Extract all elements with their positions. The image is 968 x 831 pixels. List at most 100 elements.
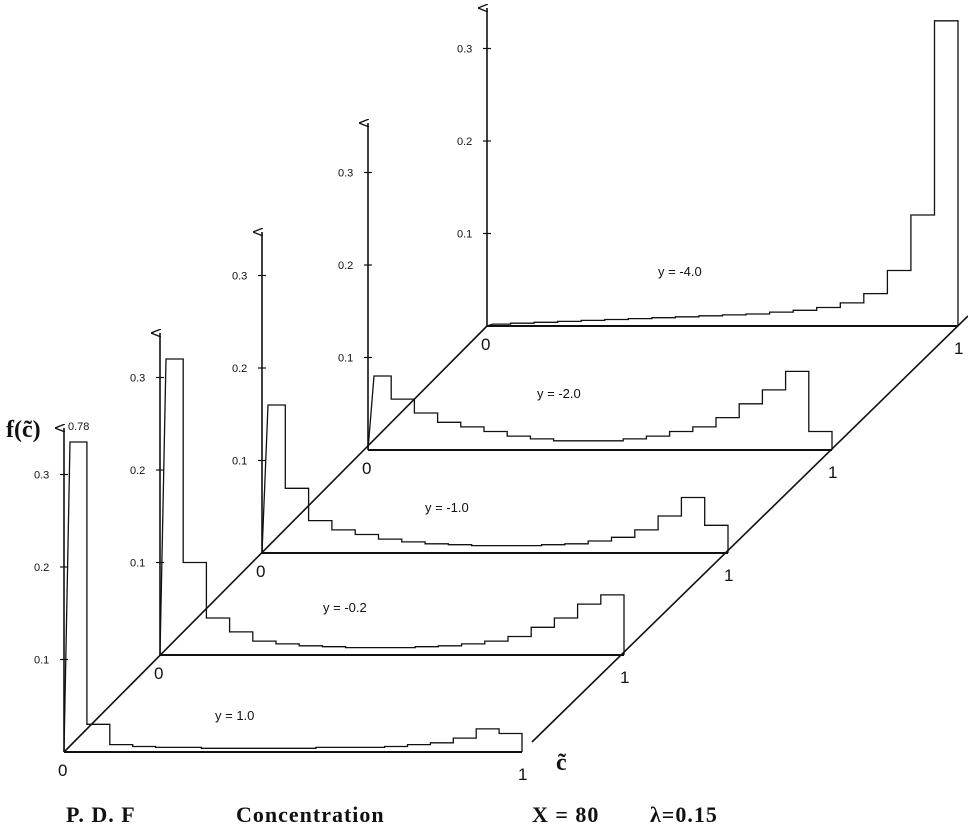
histogram-bin	[495, 546, 518, 553]
panel-series-label: y = 1.0	[215, 708, 254, 723]
y-tick-label: 0.3	[338, 168, 353, 180]
histogram-bin	[793, 310, 817, 326]
histogram-bin	[276, 644, 299, 655]
histogram-bin	[224, 748, 247, 752]
histogram-steps	[63, 441, 523, 753]
histogram-bin	[762, 390, 785, 450]
histogram-bin	[299, 646, 322, 655]
footer-quantity: Concentration	[236, 802, 385, 827]
histogram-bin	[652, 318, 676, 326]
histogram-bin	[600, 441, 623, 450]
histogram-bin	[499, 734, 522, 753]
histogram-bin	[355, 535, 378, 554]
histogram-bin	[628, 319, 652, 326]
histogram-bin	[635, 530, 658, 553]
y-tick-label: 0.3	[232, 271, 247, 283]
histogram-bin	[864, 294, 888, 326]
histogram-bin	[693, 427, 716, 450]
histogram-bin	[612, 537, 635, 553]
histogram-bin	[887, 271, 911, 327]
histogram-bin	[453, 738, 476, 752]
x-tick-label-1: 1	[620, 668, 629, 687]
panel-5: 0.1 0.2 0.3 0 1 y = -4.0	[457, 8, 963, 358]
panel-4: 0.1 0.2 0.3 0 1 y = -2.0	[338, 123, 837, 482]
footer-pdf: P. D. F	[66, 802, 136, 827]
y-tick-label: 0.2	[130, 465, 145, 477]
histogram-bin	[531, 627, 554, 655]
histogram-bin	[462, 644, 485, 655]
histogram-bin	[309, 521, 332, 553]
x-tick-label-0: 0	[362, 459, 371, 478]
y-tick-label: 0.2	[232, 363, 247, 375]
histogram-steps	[159, 358, 625, 656]
histogram-bin	[332, 530, 355, 553]
histogram-bin	[484, 432, 507, 451]
histogram-steps	[261, 404, 729, 554]
histogram-bin	[253, 641, 276, 655]
histogram-bin	[316, 747, 339, 752]
histogram-bin	[322, 647, 345, 655]
histogram-bin	[415, 647, 438, 655]
histogram-bin	[670, 432, 693, 451]
histogram-bin	[461, 427, 484, 450]
panel-series-label: y = -4.0	[658, 264, 702, 279]
panel-2: 0.1 0.2 0.3 0 1 y = -0.2	[130, 333, 629, 687]
footer-x-param: X = 80	[532, 802, 599, 827]
histogram-bin	[110, 745, 133, 752]
histogram-bin	[87, 724, 110, 752]
histogram-bin	[817, 308, 841, 327]
histogram-bin	[262, 405, 285, 553]
x-tick-label-1: 1	[724, 566, 733, 585]
histogram-bin	[530, 439, 553, 450]
histogram-bin	[160, 359, 183, 655]
histogram-bin	[385, 747, 408, 753]
histogram-bin	[699, 316, 723, 326]
histogram-bin	[346, 648, 369, 655]
histogram-bin	[935, 21, 959, 326]
panel-series-label: y = -1.0	[425, 500, 469, 515]
panel-series-label: y = -0.2	[323, 600, 367, 615]
histogram-bin	[179, 747, 202, 752]
histogram-bin	[425, 544, 448, 553]
histogram-bin	[285, 488, 308, 553]
histogram-bin	[605, 320, 629, 327]
y-tick-label: 0.1	[457, 229, 472, 241]
histogram-bin	[408, 745, 431, 752]
histogram-steps	[367, 370, 833, 451]
histogram-bin	[786, 371, 809, 450]
histogram-bin	[438, 422, 461, 450]
histogram-bin	[554, 441, 577, 450]
y-tick-label: 0.2	[457, 136, 472, 148]
x-tick-label-1: 1	[954, 339, 963, 358]
x-tick-label-0: 0	[58, 761, 67, 780]
y-tick-label: 0.2	[338, 260, 353, 272]
histogram-bin	[646, 436, 669, 450]
histogram-bin	[206, 618, 229, 655]
histogram-bin	[577, 441, 600, 450]
histogram-bin	[379, 539, 402, 553]
x-tick-label-1: 1	[518, 765, 527, 784]
histogram-bin	[601, 595, 624, 655]
depth-axis-c0	[63, 325, 488, 753]
histogram-bin	[518, 546, 541, 553]
histogram-bin	[507, 436, 530, 450]
histogram-bin	[293, 748, 316, 752]
panel-1: 0.1 0.2 0.3 0 1 0.78 y = 1.0	[34, 421, 527, 784]
histogram-bin	[476, 729, 499, 752]
histogram-bin	[362, 747, 385, 752]
y-tick-label: 0.1	[130, 558, 145, 570]
histogram-bin	[581, 320, 605, 326]
depth-axes	[63, 315, 968, 753]
histogram-bin	[369, 648, 392, 655]
histogram-bin	[770, 312, 794, 326]
footer-lambda-param: λ=0.15	[650, 802, 718, 827]
y-tick-label: 0.1	[232, 456, 247, 468]
histogram-bin	[392, 648, 415, 655]
y-tick-label: 0.1	[34, 655, 49, 667]
y-tick-label: 0.2	[34, 562, 49, 574]
histogram-bin	[183, 563, 206, 656]
histogram-bin	[201, 748, 224, 752]
panels: 0.1 0.2 0.3 0 1 0.78 y = 1.0 0.1 0.2 0.3 0 1 y = -0.…	[34, 8, 963, 784]
histogram-bin	[578, 604, 601, 655]
